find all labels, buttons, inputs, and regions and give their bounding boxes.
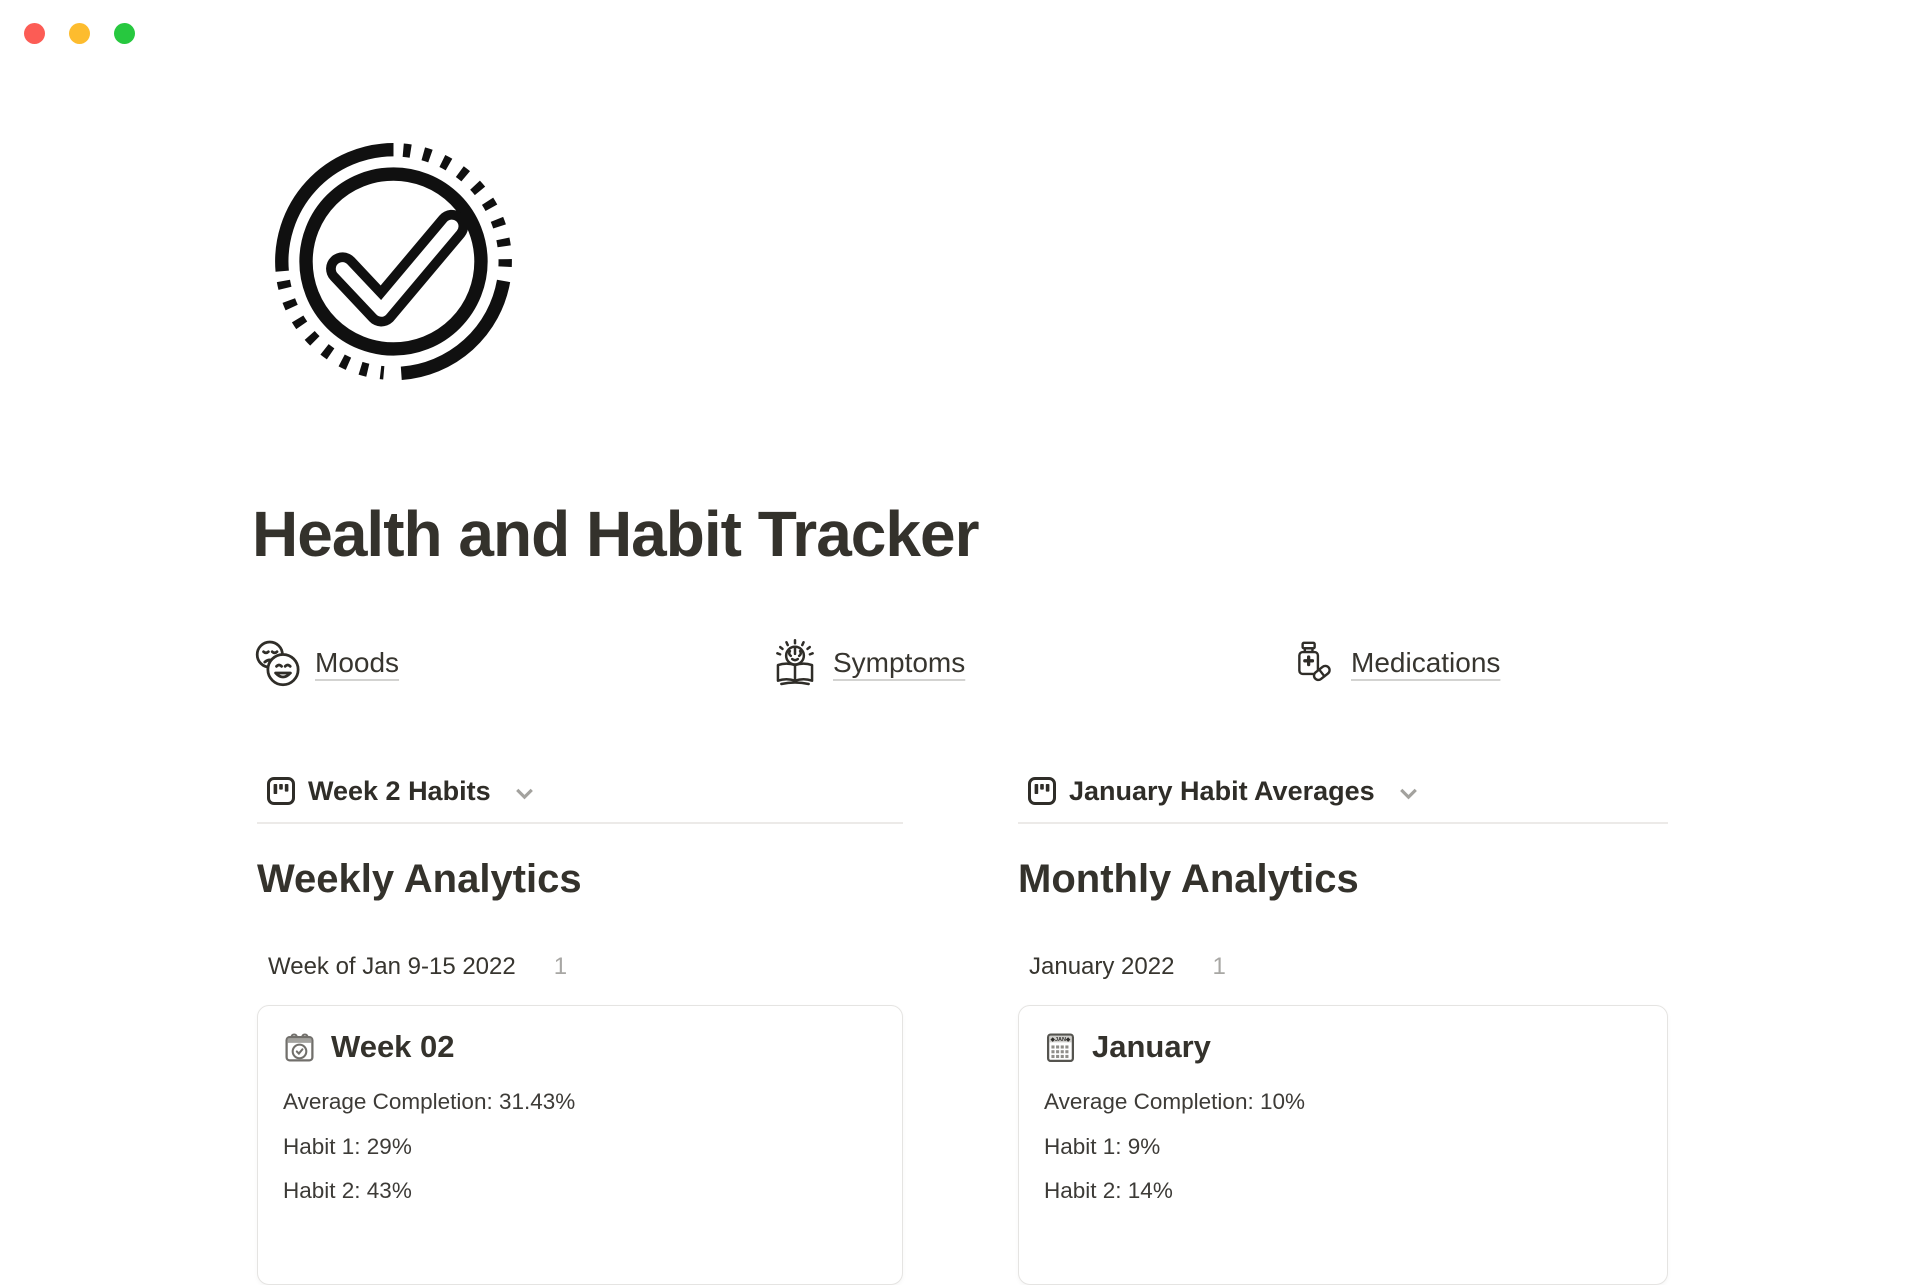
- chevron-down-icon: [511, 780, 538, 807]
- window-controls: [24, 23, 135, 44]
- view-label: Week 2 Habits: [308, 775, 491, 806]
- stat-habit-1: Habit 1: 9%: [1044, 1133, 1161, 1159]
- group-count: 1: [553, 953, 568, 980]
- stat-habit-1: Habit 1: 29%: [283, 1133, 412, 1159]
- week-calendar-icon: [283, 1031, 316, 1064]
- card-title: Week 02: [331, 1029, 455, 1064]
- view-label: January Habit Averages: [1069, 775, 1375, 806]
- stat-average-completion: Average Completion: 31.43%: [283, 1089, 576, 1114]
- section-title-monthly: Monthly Analytics: [1018, 857, 1359, 901]
- section-title-weekly: Weekly Analytics: [257, 857, 582, 901]
- view-switcher-january-averages[interactable]: January Habit Averages: [1018, 774, 1422, 808]
- stat-habit-2: Habit 2: 43%: [283, 1178, 412, 1203]
- page-title: Health and Habit Tracker: [252, 498, 979, 570]
- group-label: Week of Jan 9-15 2022: [268, 953, 516, 980]
- group-count: 1: [1212, 953, 1226, 980]
- divider: [1018, 822, 1668, 824]
- weekly-column: Week 2 Habits Weekly Analytics Week of J…: [257, 774, 903, 1285]
- link-symptoms[interactable]: Symptoms: [770, 638, 1150, 688]
- group-label: January 2022: [1029, 953, 1175, 980]
- link-symptoms-label: Symptoms: [833, 647, 966, 678]
- board-view-icon: [1027, 776, 1057, 806]
- svg-text:◆JAN◆: ◆JAN◆: [1050, 1036, 1071, 1043]
- card-january[interactable]: ◆JAN◆ January Average Completion: 10% Ha…: [1018, 1005, 1668, 1285]
- divider: [257, 822, 903, 824]
- board-group-header: Week of Jan 9-15 2022 1: [257, 953, 903, 981]
- view-switcher-week-habits[interactable]: Week 2 Habits: [257, 774, 538, 808]
- medications-icon: [1288, 638, 1338, 688]
- moods-icon: [252, 638, 302, 688]
- chevron-down-icon: [1395, 780, 1422, 807]
- link-medications-label: Medications: [1351, 647, 1501, 678]
- link-moods-label: Moods: [315, 647, 400, 678]
- board-view-icon: [266, 776, 296, 806]
- link-medications[interactable]: Medications: [1288, 638, 1668, 688]
- quick-links-row: Moods Symptoms: [252, 638, 1668, 688]
- minimize-button[interactable]: [69, 23, 90, 44]
- card-title: January: [1092, 1029, 1211, 1064]
- check-circle-icon[interactable]: [272, 140, 515, 383]
- close-button[interactable]: [24, 23, 45, 44]
- monthly-column: January Habit Averages Monthly Analytics…: [1018, 774, 1668, 1285]
- month-calendar-icon: ◆JAN◆: [1044, 1031, 1077, 1064]
- board-group-header: January 2022 1: [1018, 953, 1668, 981]
- zoom-button[interactable]: [114, 23, 135, 44]
- card-week-02[interactable]: Week 02 Average Completion: 31.43% Habit…: [257, 1005, 903, 1285]
- stat-average-completion: Average Completion: 10%: [1044, 1089, 1305, 1114]
- analytics-columns: Week 2 Habits Weekly Analytics Week of J…: [257, 774, 1668, 1285]
- stat-habit-2: Habit 2: 14%: [1044, 1178, 1173, 1203]
- symptoms-icon: [770, 638, 820, 688]
- link-moods[interactable]: Moods: [252, 638, 632, 688]
